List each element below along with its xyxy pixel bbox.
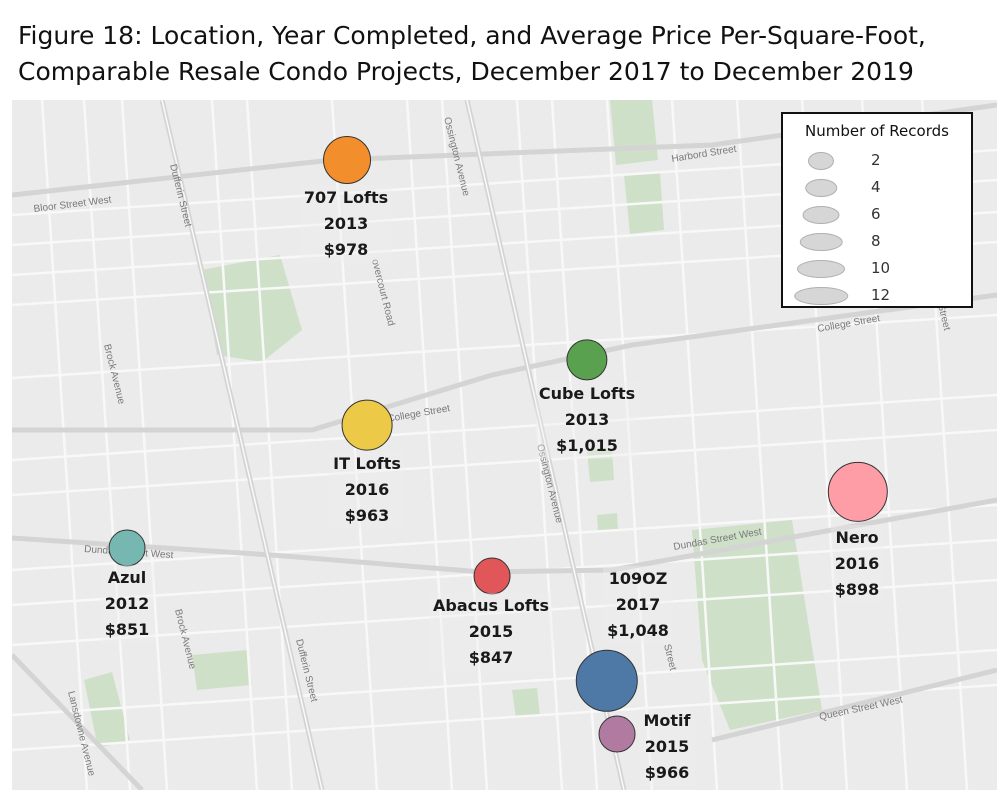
condo-name: 109OZ: [608, 569, 668, 588]
legend-size-symbol: [799, 233, 843, 251]
park: [597, 513, 618, 532]
condo-year: 2013: [323, 214, 369, 233]
size-legend: Number of Records 2 4 6 8 10 12: [781, 112, 973, 308]
condo-price: $851: [104, 620, 150, 639]
condo-marker[interactable]: [473, 557, 511, 595]
condo-price: $978: [323, 240, 369, 259]
legend-label: 4: [871, 178, 881, 196]
legend-label: 12: [871, 286, 891, 304]
figure-title-line-2: Comparable Resale Condo Projects, Decemb…: [18, 57, 914, 86]
condo-year: 2017: [615, 595, 661, 614]
park: [610, 100, 658, 165]
condo-year: 2016: [834, 554, 880, 573]
condo-name: Abacus Lofts: [433, 596, 549, 615]
park: [192, 650, 252, 690]
legend-label: 6: [871, 205, 881, 223]
legend-title: Number of Records: [805, 122, 949, 140]
figure-title-line-1: Figure 18: Location, Year Completed, and…: [18, 21, 926, 50]
legend-item: 4: [783, 175, 971, 201]
figure-title: Figure 18: Location, Year Completed, and…: [18, 18, 988, 90]
condo-label: Nero 2016 $898: [830, 525, 884, 603]
legend-item: 6: [783, 202, 971, 228]
legend-label: 10: [871, 259, 891, 277]
condo-marker[interactable]: [575, 649, 639, 713]
condo-label: 109OZ 2017 $1,048: [603, 566, 673, 644]
park: [692, 520, 822, 730]
condo-marker[interactable]: [323, 136, 371, 184]
legend-size-symbol: [805, 179, 837, 197]
condo-label: Motif 2015 $966: [639, 708, 695, 786]
condo-name: 707 Lofts: [303, 188, 389, 207]
legend-item: 2: [783, 148, 971, 174]
condo-marker[interactable]: [108, 529, 146, 567]
condo-label: 707 Lofts 2013 $978: [299, 185, 393, 263]
condo-label: Abacus Lofts 2015 $847: [429, 593, 553, 671]
condo-name: IT Lofts: [333, 454, 401, 473]
condo-name: Motif: [643, 711, 691, 730]
condo-year: 2013: [564, 410, 610, 429]
condo-price: $966: [644, 763, 690, 782]
legend-label: 8: [871, 232, 881, 250]
legend-size-symbol: [794, 287, 848, 305]
park: [84, 672, 130, 748]
legend-item: 10: [783, 256, 971, 282]
legend-label: 2: [871, 151, 881, 169]
legend-size-symbol: [797, 260, 845, 278]
condo-year: 2016: [344, 480, 390, 499]
condo-price: $1,048: [607, 621, 669, 640]
condo-name: Nero: [835, 528, 879, 547]
condo-marker[interactable]: [598, 715, 636, 753]
condo-label: Azul 2012 $851: [100, 565, 154, 643]
legend-size-symbol: [808, 152, 834, 170]
condo-year: 2015: [644, 737, 690, 756]
condo-price: $1,015: [556, 436, 618, 455]
condo-marker[interactable]: [341, 399, 393, 451]
condo-price: $963: [344, 506, 390, 525]
condo-name: Cube Lofts: [538, 384, 636, 403]
condo-year: 2015: [468, 622, 514, 641]
condo-label: IT Lofts 2016 $963: [329, 451, 405, 529]
condo-label: Cube Lofts 2013 $1,015: [534, 381, 640, 459]
legend-size-symbol: [802, 206, 840, 224]
condo-marker[interactable]: [566, 339, 608, 381]
legend-item: 8: [783, 229, 971, 255]
park: [512, 688, 540, 718]
condo-name: Azul: [107, 568, 147, 587]
legend-item: 12: [783, 283, 971, 309]
condo-price: $847: [468, 648, 514, 667]
condo-marker[interactable]: [827, 461, 889, 523]
condo-price: $898: [834, 580, 880, 599]
condo-year: 2012: [104, 594, 150, 613]
